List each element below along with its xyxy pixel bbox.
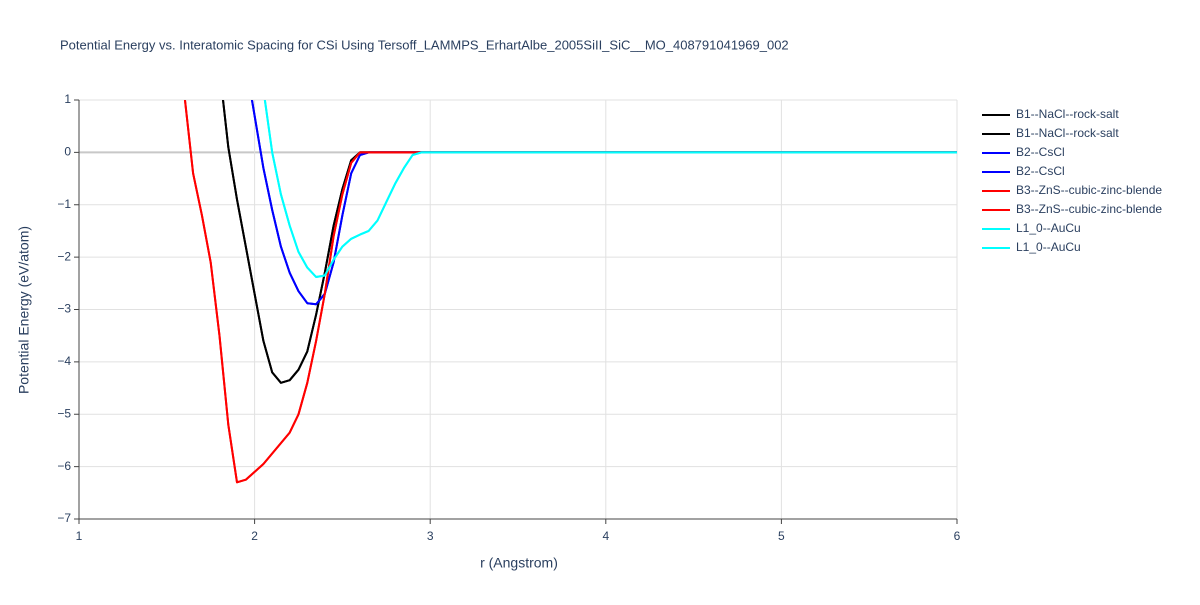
chart-title: Potential Energy vs. Interatomic Spacing…	[60, 37, 789, 52]
legend-label: L1_0--AuCu	[1016, 221, 1081, 235]
grid: 1 0 −1 −2 −3 −4 −5 −6 −7 1 2 3 4 5 6	[57, 92, 960, 543]
y-axis-label: Potential Energy (eV/atom)	[16, 226, 32, 394]
legend-label: B3--ZnS--cubic-zinc-blende	[1016, 202, 1162, 216]
y-tick-label: −5	[57, 406, 71, 420]
x-tick-label: 2	[251, 529, 258, 543]
x-tick-label: 4	[602, 529, 609, 543]
x-axis-label: r (Angstrom)	[480, 555, 558, 571]
y-tick-label: −2	[57, 249, 71, 263]
y-tick-label: −4	[57, 354, 71, 368]
legend: B1--NaCl--rock-salt B1--NaCl--rock-salt B2…	[982, 107, 1162, 254]
y-tick-label: −1	[57, 197, 71, 211]
y-tick-label: −6	[57, 459, 71, 473]
y-tick-label: 0	[64, 145, 71, 159]
legend-label: B2--CsCl	[1016, 164, 1065, 178]
plot-area	[183, 100, 957, 484]
legend-label: B3--ZnS--cubic-zinc-blende	[1016, 183, 1162, 197]
legend-label: B1--NaCl--rock-salt	[1016, 126, 1119, 140]
x-tick-label: 1	[76, 529, 83, 543]
series-line	[263, 100, 957, 278]
x-tick-label: 6	[954, 529, 961, 543]
y-tick-label: −3	[57, 302, 71, 316]
legend-label: B2--CsCl	[1016, 145, 1065, 159]
x-tick-label: 5	[778, 529, 785, 543]
y-tick-label: 1	[64, 92, 71, 106]
legend-label: L1_0--AuCu	[1016, 240, 1081, 254]
y-tick-label: −7	[57, 511, 71, 525]
x-tick-label: 3	[427, 529, 434, 543]
legend-label: B1--NaCl--rock-salt	[1016, 107, 1119, 121]
